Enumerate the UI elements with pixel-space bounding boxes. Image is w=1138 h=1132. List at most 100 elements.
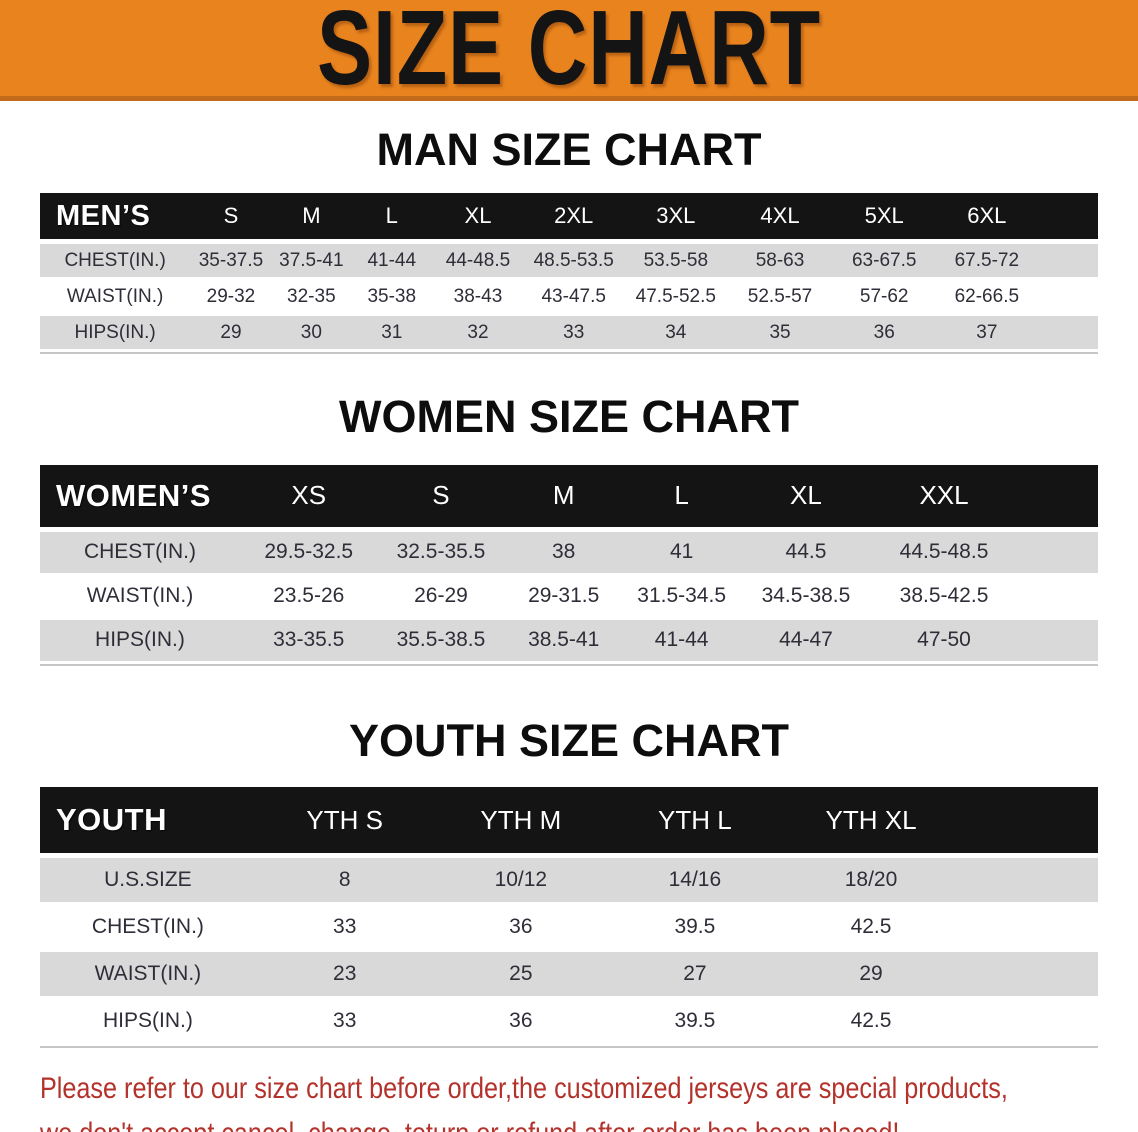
size-value: 29.5-32.5 — [239, 531, 378, 576]
size-value: 47.5-52.5 — [623, 280, 728, 317]
women-section-heading: WOMEN SIZE CHART — [339, 391, 799, 443]
size-value: 41 — [622, 531, 741, 576]
size-value: 67.5-72 — [936, 244, 1038, 281]
row-spacer — [960, 952, 1098, 1000]
size-value: 33 — [255, 905, 434, 953]
size-column-header: 3XL — [623, 193, 728, 245]
row-spacer — [1016, 619, 1098, 664]
size-value: 44.5-48.5 — [871, 531, 1017, 576]
size-value: 30 — [271, 316, 352, 353]
size-value: 34 — [623, 316, 728, 353]
size-value: 32-35 — [271, 280, 352, 317]
banner: SIZE CHART — [0, 0, 1138, 101]
size-value: 52.5-57 — [727, 280, 833, 317]
size-column-header: YTH M — [433, 787, 609, 859]
measurement-row: WAIST(IN.) 23 25 27 29 — [40, 952, 1098, 1000]
women-header-row: WOMEN’S XS S M L XL XXL — [40, 464, 1098, 532]
size-column-header: XL — [740, 464, 872, 532]
size-value: 29 — [781, 952, 961, 1000]
size-value: 35 — [727, 316, 833, 353]
size-column-header: XL — [432, 193, 524, 245]
size-column-header: 4XL — [727, 193, 833, 245]
size-column-header: 2XL — [523, 193, 624, 245]
size-column-header: YTH XL — [781, 787, 961, 859]
size-value: 36 — [832, 316, 937, 353]
size-value: 62-66.5 — [936, 280, 1038, 317]
header-spacer — [1016, 464, 1098, 532]
size-value: 26-29 — [377, 575, 505, 620]
measurement-row: CHEST(IN.) 29.5-32.5 32.5-35.5 38 41 44.5 44.5… — [40, 531, 1098, 576]
size-value: 29-32 — [190, 280, 272, 317]
size-value: 37.5-41 — [271, 244, 352, 281]
size-value: 38.5-42.5 — [871, 575, 1017, 620]
size-value: 14/16 — [608, 858, 782, 906]
size-value: 42.5 — [781, 999, 961, 1047]
measure-label: WAIST(IN.) — [40, 575, 240, 620]
size-value: 53.5-58 — [623, 244, 728, 281]
size-value: 36 — [433, 905, 609, 953]
size-value: 33 — [255, 999, 434, 1047]
size-value: 36 — [433, 999, 609, 1047]
row-spacer — [1016, 575, 1098, 620]
order-policy-note-line1: Please refer to our size chart before or… — [40, 1072, 1008, 1106]
header-spacer — [1037, 193, 1098, 245]
row-spacer — [960, 858, 1098, 906]
size-value: 31 — [351, 316, 433, 353]
row-spacer — [1016, 531, 1098, 576]
size-value: 41-44 — [622, 619, 741, 664]
group-label: YOUTH — [40, 787, 256, 859]
size-column-header: 5XL — [832, 193, 937, 245]
size-value: 29 — [190, 316, 272, 353]
size-value: 23.5-26 — [239, 575, 378, 620]
measurement-row: CHEST(IN.) 35-37.5 37.5-41 41-44 44-48.5 48.5… — [40, 244, 1098, 281]
size-column-header: S — [190, 193, 272, 245]
measurement-row: WAIST(IN.) 23.5-26 26-29 29-31.5 31.5-34.5 34… — [40, 575, 1098, 620]
order-policy-note-line2: we don't accept cancel, change, teturn o… — [40, 1111, 962, 1132]
order-policy-note: Please refer to our size chart before or… — [40, 1066, 1138, 1132]
size-value: 39.5 — [608, 999, 782, 1047]
size-value: 38-43 — [432, 280, 524, 317]
size-value: 47-50 — [871, 619, 1017, 664]
size-value: 32.5-35.5 — [377, 531, 505, 576]
group-label: MEN’S — [40, 193, 191, 245]
size-value: 58-63 — [727, 244, 833, 281]
measurement-row: CHEST(IN.) 33 36 39.5 42.5 — [40, 905, 1098, 953]
size-value: 39.5 — [608, 905, 782, 953]
men-size-table: MEN’S S M L XL 2XL 3XL 4XL 5XL 6XL CHEST(IN.) 35-3… — [40, 193, 1098, 355]
size-column-header: 6XL — [936, 193, 1038, 245]
size-value: 42.5 — [781, 905, 961, 953]
size-value: 44-47 — [740, 619, 872, 664]
size-column-header: XS — [239, 464, 378, 532]
size-column-header: M — [271, 193, 352, 245]
measure-label: CHEST(IN.) — [40, 531, 240, 576]
group-label: WOMEN’S — [40, 464, 240, 532]
measure-label: WAIST(IN.) — [40, 952, 256, 1000]
row-spacer — [1037, 316, 1098, 353]
size-value: 8 — [255, 858, 434, 906]
measure-label: HIPS(IN.) — [40, 619, 240, 664]
youth-size-table: YOUTH YTH S YTH M YTH L YTH XL U.S.SIZE 8 10/1… — [40, 787, 1098, 1049]
size-value: 35-37.5 — [190, 244, 272, 281]
men-section-heading: MAN SIZE CHART — [376, 124, 762, 175]
size-value: 18/20 — [781, 858, 961, 906]
youth-section-heading: YOUTH SIZE CHART — [348, 714, 789, 766]
size-value: 63-67.5 — [832, 244, 937, 281]
header-spacer — [960, 787, 1098, 859]
size-value: 27 — [608, 952, 782, 1000]
measurement-row: WAIST(IN.) 29-32 32-35 35-38 38-43 43-47.5 47.… — [40, 280, 1098, 317]
row-spacer — [960, 905, 1098, 953]
measure-label: CHEST(IN.) — [40, 244, 191, 281]
size-column-header: M — [504, 464, 623, 532]
row-spacer — [960, 999, 1098, 1047]
size-column-header: YTH L — [608, 787, 782, 859]
size-value: 23 — [255, 952, 434, 1000]
measurement-row: U.S.SIZE 8 10/12 14/16 18/20 — [40, 858, 1098, 906]
measure-label: HIPS(IN.) — [40, 999, 256, 1047]
size-value: 33 — [523, 316, 624, 353]
men-header-row: MEN’S S M L XL 2XL 3XL 4XL 5XL 6XL — [40, 193, 1098, 245]
measurement-row: HIPS(IN.) 29 30 31 32 33 34 35 36 37 — [40, 316, 1098, 353]
size-value: 35-38 — [351, 280, 433, 317]
size-value: 44.5 — [740, 531, 872, 576]
size-value: 10/12 — [433, 858, 609, 906]
